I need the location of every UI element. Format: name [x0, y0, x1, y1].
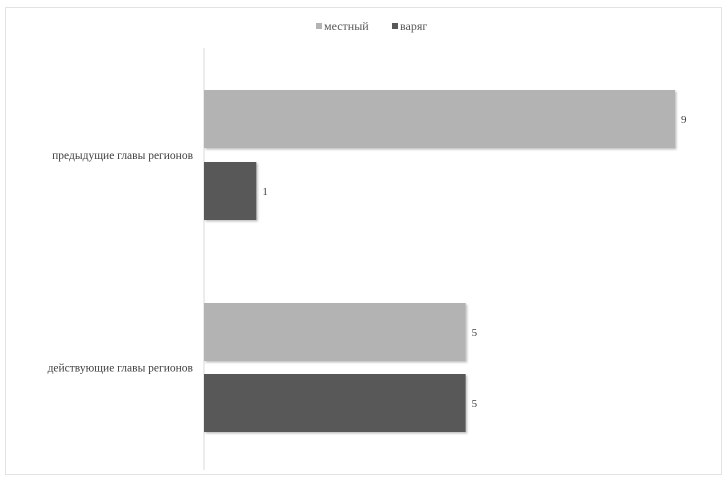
- value-label-1-1: 5: [472, 398, 478, 410]
- category-label-0: предыдущие главы регионов: [52, 150, 193, 162]
- category-labels: предыдущие главы регионов действующие гла…: [48, 150, 194, 375]
- bar-0-0: [204, 90, 675, 148]
- value-label-0-0: 9: [681, 114, 687, 126]
- legend-swatch-1: [392, 23, 398, 29]
- bar-0-1: [204, 162, 257, 220]
- value-label-0-1: 1: [262, 186, 268, 198]
- bar-1-1: [204, 374, 466, 432]
- bar-1-0: [204, 303, 466, 361]
- legend-label-0: местный: [324, 19, 369, 33]
- data-labels: 9 1 5 5: [262, 114, 687, 410]
- category-label-1: действующие главы регионов: [48, 363, 194, 375]
- legend-swatch-0: [316, 23, 322, 29]
- value-label-1-0: 5: [472, 327, 478, 339]
- bars: [204, 90, 675, 432]
- legend-label-1: варяг: [400, 19, 427, 33]
- chart-legend: местный варяг: [316, 19, 427, 33]
